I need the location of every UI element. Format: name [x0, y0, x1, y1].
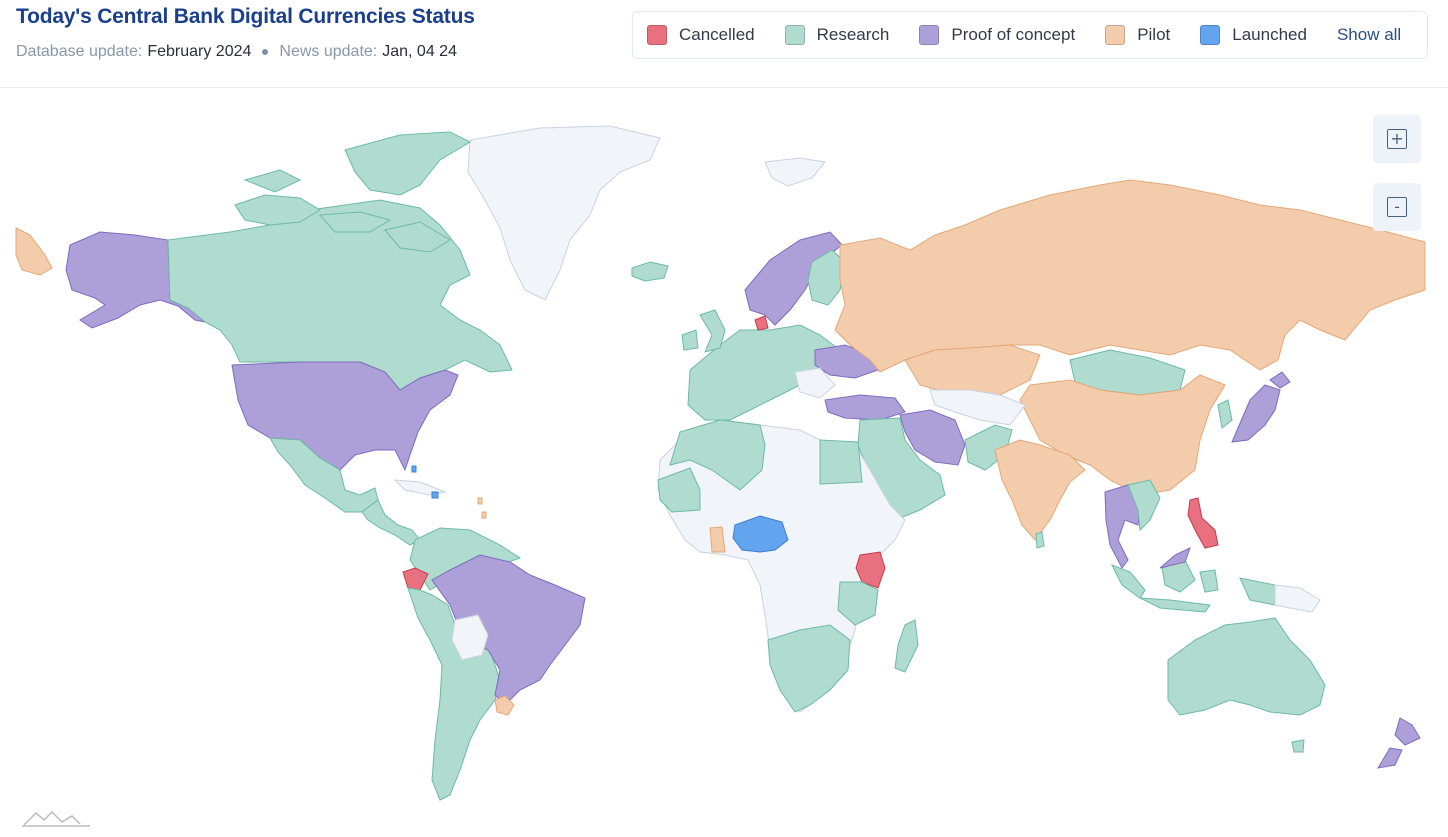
- country-korea[interactable]: [1217, 399, 1233, 429]
- country-philippines[interactable]: [1187, 497, 1219, 549]
- country-sri-lanka[interactable]: [1035, 531, 1045, 549]
- country-turkey[interactable]: [824, 394, 906, 421]
- country-japan[interactable]: [1231, 371, 1291, 443]
- plus-icon: +: [1387, 129, 1407, 149]
- country-iceland[interactable]: [631, 261, 669, 282]
- country-greenland[interactable]: [467, 125, 661, 301]
- zoom-out-button[interactable]: -: [1373, 183, 1421, 231]
- country-tasmania[interactable]: [1291, 739, 1305, 753]
- country-usa[interactable]: [231, 361, 459, 472]
- launched-swatch: [1200, 25, 1221, 45]
- country-kenya[interactable]: [855, 551, 886, 589]
- country-bahamas[interactable]: [411, 465, 439, 499]
- proof-of-concept-swatch: [919, 25, 940, 45]
- country-southern-africa[interactable]: [767, 624, 851, 713]
- legend-item-cancelled[interactable]: Cancelled: [647, 25, 755, 45]
- country-finland[interactable]: [807, 249, 846, 306]
- country-iran[interactable]: [899, 409, 966, 466]
- country-southern-andes[interactable]: [407, 587, 501, 801]
- database-update-label: Database update:: [16, 43, 143, 60]
- mountain-logo-icon: [22, 810, 90, 827]
- country-australia[interactable]: [1167, 617, 1326, 716]
- legend-item-research[interactable]: Research: [784, 25, 890, 45]
- country-new-zealand[interactable]: [1377, 717, 1421, 769]
- separator-dot: [262, 49, 269, 55]
- news-update-value: Jan, 04 24: [382, 43, 457, 60]
- country-egypt[interactable]: [819, 439, 863, 485]
- country-central-america[interactable]: [361, 499, 421, 546]
- country-uruguay[interactable]: [494, 695, 515, 716]
- country-svalbard[interactable]: [764, 157, 826, 187]
- country-india[interactable]: [994, 439, 1086, 541]
- country-nigeria[interactable]: [732, 515, 789, 553]
- world-map[interactable]: + -: [0, 88, 1448, 837]
- country-china[interactable]: [1019, 374, 1226, 496]
- country-russia-west-edge[interactable]: [15, 227, 53, 276]
- country-ghana[interactable]: [709, 526, 726, 553]
- country-denmark[interactable]: [754, 315, 769, 331]
- legend-label: Cancelled: [679, 25, 755, 44]
- country-madagascar[interactable]: [894, 619, 919, 673]
- country-malaysia-borneo[interactable]: [1159, 547, 1191, 569]
- database-update-value: February 2024: [147, 43, 252, 60]
- country-russia[interactable]: [834, 179, 1426, 373]
- legend-label: Pilot: [1137, 25, 1171, 44]
- minus-icon: -: [1387, 197, 1407, 217]
- country-indonesia[interactable]: [1110, 559, 1276, 613]
- country-ecuador[interactable]: [402, 567, 429, 591]
- country-balkans[interactable]: [794, 367, 836, 399]
- legend-label: Research: [816, 25, 890, 44]
- legend-item-launched[interactable]: Launched: [1200, 25, 1307, 45]
- country-uk-ireland[interactable]: [681, 309, 726, 353]
- legend-label: Launched: [1232, 25, 1307, 44]
- cancelled-swatch: [647, 25, 667, 45]
- show-all-link[interactable]: Show all: [1336, 25, 1402, 44]
- status-legend: Cancelled Research Proof of concept Pilo…: [632, 11, 1428, 59]
- research-swatch: [784, 25, 805, 45]
- country-north-africa-west[interactable]: [669, 419, 766, 491]
- news-update-label: News update:: [279, 43, 378, 60]
- header: Today's Central Bank Digital Currencies …: [0, 0, 1448, 88]
- update-info: Database update: February 2024 News upda…: [16, 43, 457, 61]
- country-mauritania[interactable]: [657, 467, 701, 513]
- country-eastern-caribbean[interactable]: [477, 497, 487, 519]
- country-central-asia[interactable]: [929, 389, 1026, 426]
- country-papua-new-guinea[interactable]: [1274, 584, 1321, 613]
- page-title: Today's Central Bank Digital Currencies …: [16, 5, 475, 28]
- legend-item-pilot[interactable]: Pilot: [1105, 25, 1170, 45]
- legend-item-proof-of-concept[interactable]: Proof of concept: [919, 25, 1075, 45]
- country-indochina[interactable]: [1127, 479, 1161, 532]
- legend-label: Proof of concept: [951, 25, 1076, 44]
- country-east-africa[interactable]: [837, 581, 879, 626]
- zoom-in-button[interactable]: +: [1373, 115, 1421, 163]
- world-map-svg: [15, 125, 1426, 801]
- country-bolivia[interactable]: [451, 614, 489, 661]
- country-canada-islands[interactable]: [234, 131, 472, 253]
- pilot-swatch: [1105, 25, 1126, 45]
